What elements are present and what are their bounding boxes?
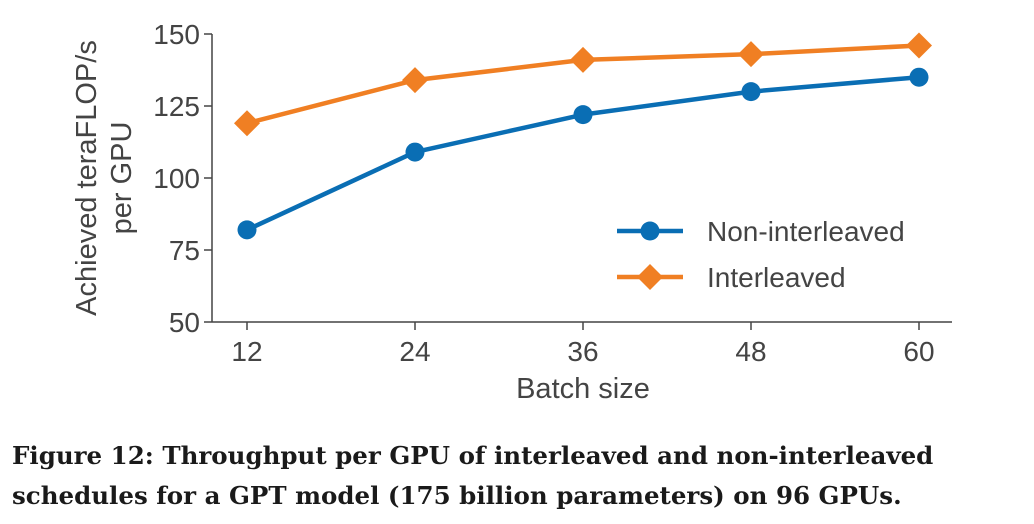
non-interleaved-series-line <box>246 74 920 232</box>
non-interleaved-point <box>741 82 761 102</box>
non-interleaved-point <box>237 220 257 240</box>
non-interleaved-point <box>573 105 593 125</box>
interleaved-point <box>402 67 428 94</box>
non-interleaved-point <box>909 67 929 87</box>
x-tick-label: 24 <box>399 336 430 367</box>
interleaved-legend-label: Interleaved <box>707 262 846 293</box>
interleaved-legend-marker <box>637 264 663 290</box>
interleaved-point <box>570 46 596 73</box>
y-tick-label: 150 <box>153 19 200 50</box>
interleaved-point <box>738 41 764 68</box>
x-axis-label: Batch size <box>516 373 650 405</box>
y-axis-label-line2: per GPU <box>106 122 138 235</box>
interleaved-point <box>234 110 260 137</box>
y-tick-label: 75 <box>169 235 200 266</box>
y-axis-label-line1: Achieved teraFLOP/s <box>71 40 103 316</box>
non-interleaved-legend-label: Non-interleaved <box>707 216 905 247</box>
non-interleaved-point <box>405 142 425 162</box>
figure-caption: Figure 12: Throughput per GPU of interle… <box>12 441 934 510</box>
x-tick-label: 12 <box>231 336 262 367</box>
throughput-chart: 50 75 100 125 150 12 24 36 48 60 Achieved teraFL… <box>71 19 952 405</box>
interleaved-point <box>906 32 932 59</box>
x-axis: 12 24 36 48 60 <box>212 321 952 367</box>
x-tick-label: 36 <box>567 336 598 367</box>
y-tick-label: 100 <box>153 163 200 194</box>
y-axis: 50 75 100 125 150 <box>153 19 213 338</box>
non-interleaved-legend-marker <box>640 221 660 241</box>
y-tick-label: 50 <box>169 307 200 338</box>
series-layer <box>234 32 932 240</box>
x-tick-label: 60 <box>903 336 934 367</box>
x-tick-label: 48 <box>735 336 766 367</box>
y-tick-label: 125 <box>153 91 200 122</box>
legend: Non-interleaved Interleaved <box>617 216 905 293</box>
